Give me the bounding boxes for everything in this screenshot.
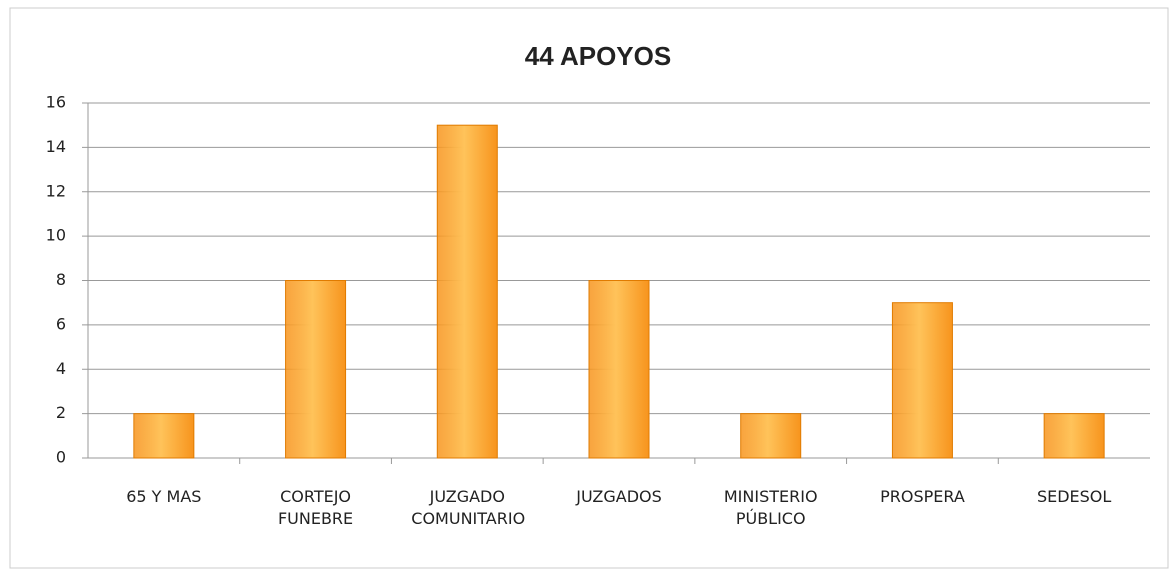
bar xyxy=(133,413,195,459)
y-tick-label: 6 xyxy=(56,314,66,333)
y-tick-label: 14 xyxy=(46,137,66,156)
x-tick-label: SEDESOL xyxy=(1036,487,1112,506)
y-tick-label: 4 xyxy=(56,359,66,378)
bar xyxy=(891,302,953,459)
y-tick-label: 8 xyxy=(56,270,66,289)
y-tick-label: 2 xyxy=(56,403,66,422)
x-tick-label: PROSPERA xyxy=(880,487,965,506)
bar xyxy=(436,124,498,459)
x-tick-label: JUZGADO COMUNITARIO xyxy=(411,487,526,528)
bar xyxy=(740,413,802,459)
y-tick-label: 12 xyxy=(46,181,66,200)
y-tick-label: 10 xyxy=(46,226,66,245)
x-tick-label: JUZGADOS xyxy=(576,487,662,506)
x-tick-label: MINISTERIO PÚBLICO xyxy=(723,487,818,528)
x-tick-label: 65 Y MAS xyxy=(126,487,202,506)
y-tick-label: 16 xyxy=(46,93,66,112)
bar xyxy=(1043,413,1105,459)
x-tick-label: CORTEJO FUNEBRE xyxy=(277,487,354,528)
chart-title: 44 APOYOS xyxy=(525,41,671,71)
bar xyxy=(285,280,347,459)
bar xyxy=(588,280,650,459)
y-tick-label: 0 xyxy=(56,448,66,467)
